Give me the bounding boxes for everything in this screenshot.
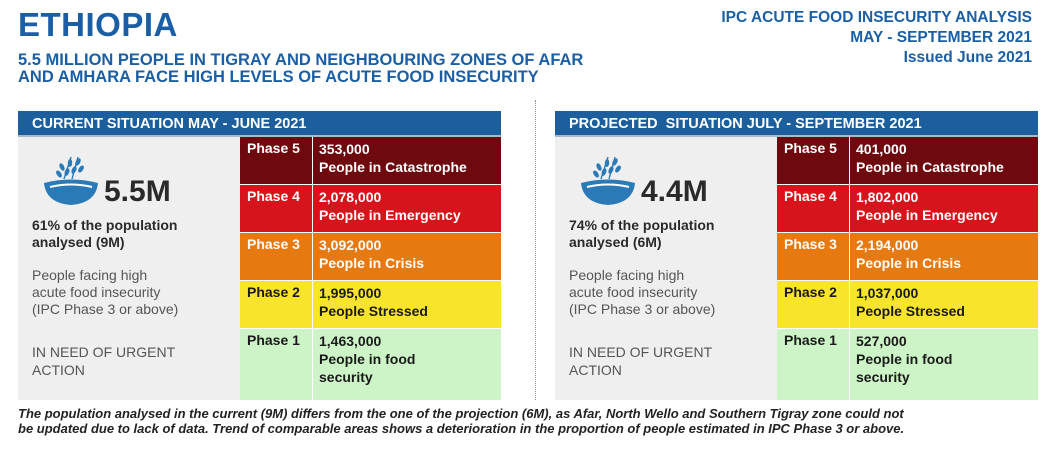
phase-label: Phase 3 — [777, 233, 850, 280]
phase-count: 2,194,000 — [856, 237, 919, 253]
issued-date: Issued June 2021 — [903, 49, 1032, 66]
phase-description: People in Catastrophe — [856, 159, 1004, 175]
phase-description: People in Catastrophe — [319, 159, 467, 175]
phase-value: 1,802,000 People in Emergency — [850, 185, 1038, 232]
footnote-line-1: The population analysed in the current (… — [18, 406, 904, 421]
phase-description: People in food — [319, 351, 416, 367]
current-big-number: 5.5M — [104, 175, 171, 208]
phase-value: 527,000 People in food security — [850, 329, 1038, 400]
projected-big-number: 4.4M — [641, 175, 708, 208]
projected-action-line-2: ACTION — [569, 362, 622, 378]
phase-description: People in Emergency — [319, 207, 461, 223]
phase-count: 1,802,000 — [856, 189, 919, 205]
analysis-info: IPC ACUTE FOOD INSECURITY ANALYSIS MAY -… — [721, 8, 1032, 68]
phase-count: 353,000 — [319, 141, 370, 157]
phase-description-2: security — [319, 369, 373, 385]
current-pct-line-1: 61% of the population — [32, 217, 178, 233]
phase-label: Phase 3 — [240, 233, 313, 280]
phase-count: 1,037,000 — [856, 285, 919, 301]
phase-value: 2,078,000 People in Emergency — [313, 185, 501, 232]
panel-divider — [535, 100, 536, 400]
phase-count: 1,463,000 — [319, 333, 382, 349]
current-phase-3-row: Phase 3 3,092,000 People in Crisis — [240, 233, 501, 281]
projected-description: People facing high acute food insecurity… — [569, 267, 769, 318]
phase-value: 1,037,000 People Stressed — [850, 281, 1038, 328]
projected-panel-title: PROJECTED SITUATION JULY - SEPTEMBER 202… — [555, 111, 1038, 137]
projected-phase-5-row: Phase 5 401,000 People in Catastrophe — [777, 137, 1038, 185]
current-phase-5-row: Phase 5 353,000 People in Catastrophe — [240, 137, 501, 185]
projected-summary: 4.4M 74% of the population analysed (6M)… — [555, 137, 777, 400]
phase-label: Phase 2 — [240, 281, 313, 328]
current-description: People facing high acute food insecurity… — [32, 267, 232, 318]
current-desc-line-2: acute food insecurity — [32, 284, 161, 300]
headline-line-1: 5.5 MILLION PEOPLE IN TIGRAY AND NEIGHBO… — [18, 51, 584, 69]
projected-phase-3-row: Phase 3 2,194,000 People in Crisis — [777, 233, 1038, 281]
phase-value: 3,092,000 People in Crisis — [313, 233, 501, 280]
phase-label: Phase 5 — [240, 137, 313, 184]
current-urgent-action: IN NEED OF URGENT ACTION — [32, 343, 232, 379]
phase-value: 401,000 People in Catastrophe — [850, 137, 1038, 184]
headline: 5.5 MILLION PEOPLE IN TIGRAY AND NEIGHBO… — [18, 52, 698, 86]
projected-phase-1-row: Phase 1 527,000 People in food security — [777, 329, 1038, 400]
phase-description: People Stressed — [856, 303, 965, 319]
current-situation-panel: CURRENT SITUATION MAY - JUNE 2021 5.5M — [18, 111, 501, 400]
current-desc-line-1: People facing high — [32, 267, 148, 283]
headline-line-2: AND AMHARA FACE HIGH LEVELS OF ACUTE FOO… — [18, 68, 539, 86]
projected-pct-line-2: analysed (6M) — [569, 234, 662, 250]
current-phase-1-row: Phase 1 1,463,000 People in food securit… — [240, 329, 501, 400]
phase-description: People Stressed — [319, 303, 428, 319]
phase-count: 2,078,000 — [319, 189, 382, 205]
phase-description: People in Crisis — [856, 255, 962, 271]
phase-label: Phase 2 — [777, 281, 850, 328]
footnote: The population analysed in the current (… — [18, 406, 1038, 436]
phase-count: 401,000 — [856, 141, 907, 157]
analysis-period: MAY - SEPTEMBER 2021 — [850, 29, 1032, 46]
projected-population-share: 74% of the population analysed (6M) — [569, 217, 769, 251]
phase-count: 527,000 — [856, 333, 907, 349]
phase-description: People in Crisis — [319, 255, 425, 271]
current-pct-line-2: analysed (9M) — [32, 234, 125, 250]
projected-panel-body: 4.4M 74% of the population analysed (6M)… — [555, 137, 1038, 400]
projected-action-line-1: IN NEED OF URGENT — [569, 344, 713, 360]
phase-description: People in Emergency — [856, 207, 998, 223]
phase-count: 1,995,000 — [319, 285, 382, 301]
grain-bowl-icon — [581, 156, 635, 205]
current-panel-body: 5.5M 61% of the population analysed (9M)… — [18, 137, 501, 400]
projected-pct-line-1: 74% of the population — [569, 217, 715, 233]
phase-value: 2,194,000 People in Crisis — [850, 233, 1038, 280]
phase-value: 1,995,000 People Stressed — [313, 281, 501, 328]
phase-label: Phase 4 — [240, 185, 313, 232]
current-panel-title: CURRENT SITUATION MAY - JUNE 2021 — [18, 111, 501, 137]
current-summary: 5.5M 61% of the population analysed (9M)… — [18, 137, 240, 400]
current-action-line-2: ACTION — [32, 362, 85, 378]
grain-bowl-icon — [44, 156, 98, 205]
current-action-line-1: IN NEED OF URGENT — [32, 344, 176, 360]
projected-situation-panel: PROJECTED SITUATION JULY - SEPTEMBER 202… — [555, 111, 1038, 400]
phase-value: 353,000 People in Catastrophe — [313, 137, 501, 184]
current-population-share: 61% of the population analysed (9M) — [32, 217, 232, 251]
phase-value: 1,463,000 People in food security — [313, 329, 501, 400]
phase-description: People in food — [856, 351, 953, 367]
projected-phase-4-row: Phase 4 1,802,000 People in Emergency — [777, 185, 1038, 233]
phase-description-2: security — [856, 369, 910, 385]
footnote-line-2: be updated due to lack of data. Trend of… — [18, 421, 905, 436]
phase-label: Phase 5 — [777, 137, 850, 184]
phase-label: Phase 1 — [240, 329, 313, 400]
country-title: ETHIOPIA — [18, 6, 178, 43]
current-desc-line-3: (IPC Phase 3 or above) — [32, 301, 179, 317]
projected-desc-line-2: acute food insecurity — [569, 284, 698, 300]
current-phase-2-row: Phase 2 1,995,000 People Stressed — [240, 281, 501, 329]
phase-count: 3,092,000 — [319, 237, 382, 253]
projected-desc-line-1: People facing high — [569, 267, 685, 283]
projected-phase-table: Phase 5 401,000 People in Catastrophe Ph… — [777, 137, 1038, 400]
projected-urgent-action: IN NEED OF URGENT ACTION — [569, 343, 769, 379]
current-phase-table: Phase 5 353,000 People in Catastrophe Ph… — [240, 137, 501, 400]
phase-label: Phase 4 — [777, 185, 850, 232]
projected-desc-line-3: (IPC Phase 3 or above) — [569, 301, 716, 317]
phase-label: Phase 1 — [777, 329, 850, 400]
current-phase-4-row: Phase 4 2,078,000 People in Emergency — [240, 185, 501, 233]
analysis-title: IPC ACUTE FOOD INSECURITY ANALYSIS — [721, 9, 1032, 26]
projected-phase-2-row: Phase 2 1,037,000 People Stressed — [777, 281, 1038, 329]
